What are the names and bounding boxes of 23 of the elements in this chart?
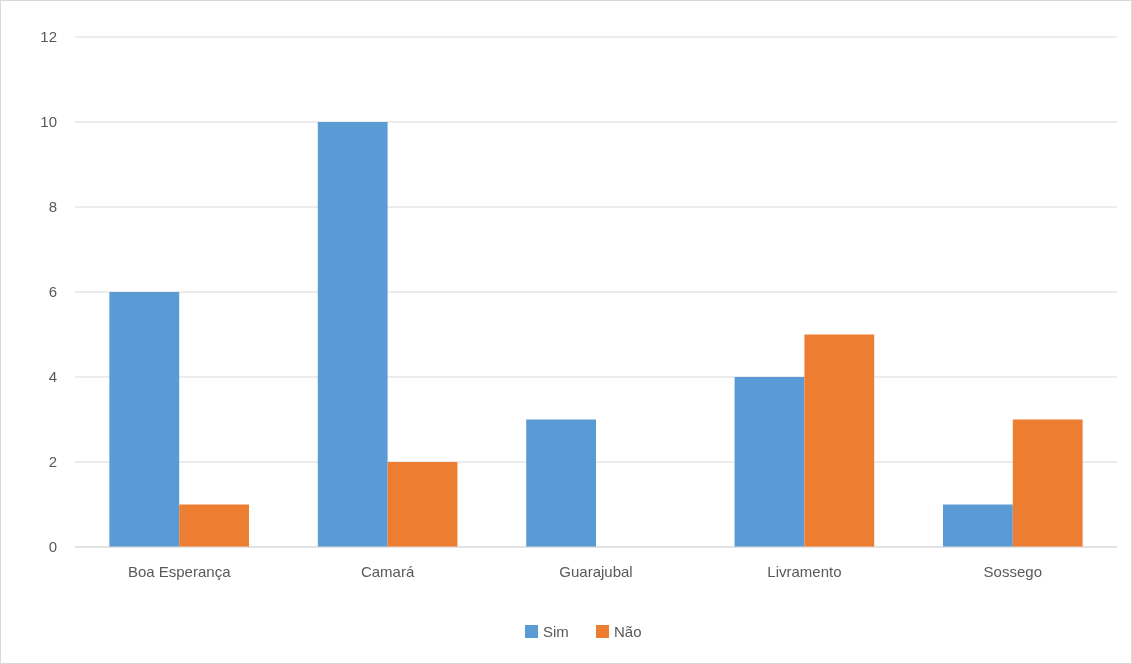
bar [179, 504, 250, 547]
y-tick-label: 6 [48, 283, 57, 301]
bar [109, 292, 180, 547]
x-tick-label: Camará [360, 563, 415, 580]
legend-label: Não [614, 623, 642, 641]
x-tick-label: Sossego [983, 563, 1042, 580]
bar [387, 462, 458, 547]
y-tick-label: 0 [48, 538, 57, 556]
y-tick-label: 2 [48, 453, 57, 471]
bar [942, 504, 1013, 547]
bar [804, 334, 875, 547]
bar [1012, 419, 1083, 547]
y-tick-label: 12 [40, 28, 57, 46]
x-tick-label: Livramento [767, 563, 842, 580]
y-tick-label: 10 [40, 113, 57, 131]
x-tick-label: Boa Esperança [127, 563, 232, 580]
y-tick-label: 8 [48, 198, 57, 216]
legend-label: Sim [543, 623, 569, 641]
bar [734, 377, 805, 547]
bar [317, 122, 388, 547]
x-tick-label: Guarajubal [559, 563, 633, 580]
bar [526, 419, 596, 547]
y-tick-label: 4 [48, 368, 57, 386]
